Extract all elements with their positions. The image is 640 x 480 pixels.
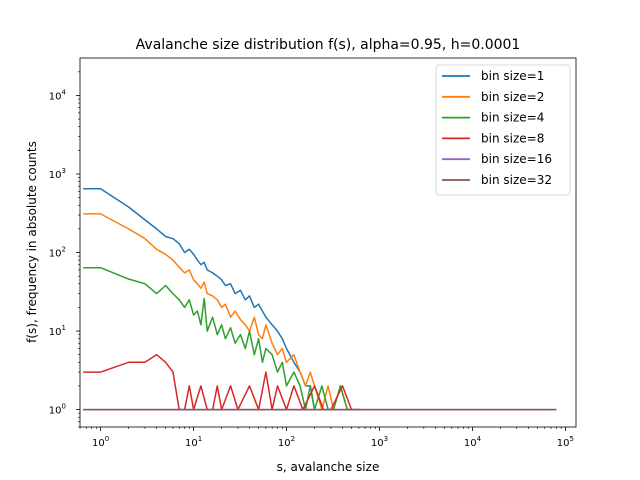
legend: bin size=1 bin size=2 bin size=4 bin size=8…: [435, 64, 571, 196]
legend-item-1: bin size=1: [442, 69, 544, 83]
x-tick-label: 104: [464, 435, 482, 449]
legend-item-3: bin size=4: [442, 111, 544, 125]
legend-item-6: bin size=32: [442, 173, 552, 187]
series-line-4: [83, 353, 359, 411]
legend-label: bin size=1: [481, 69, 544, 83]
legend-label: bin size=4: [481, 111, 544, 125]
y-axis-ticks: 100 101 102 103 104: [49, 71, 80, 428]
y-axis-label: f(s), frequency in absolute counts: [25, 141, 39, 343]
series-line-1: [83, 187, 316, 410]
y-tick-label: 102: [49, 246, 66, 260]
legend-item-4: bin size=8: [442, 131, 544, 145]
legend-label: bin size=16: [481, 152, 552, 166]
series-line-2: [83, 213, 359, 411]
x-tick-label: 102: [278, 435, 295, 449]
series-lines: [83, 187, 557, 411]
x-axis-ticks: 100 101 102 103 104 105: [79, 427, 574, 449]
y-tick-label: 101: [49, 324, 66, 338]
plot-frame: [79, 57, 577, 428]
x-tick-label: 103: [371, 435, 388, 449]
y-tick-label: 104: [49, 88, 67, 102]
legend-label: bin size=8: [481, 131, 544, 145]
series-line-3: [83, 266, 359, 411]
legend-label: bin size=32: [481, 173, 552, 187]
x-axis-label: s, avalanche size: [277, 460, 380, 474]
y-tick-label: 100: [49, 403, 66, 417]
x-tick-label: 101: [185, 435, 202, 449]
chart-title: Avalanche size distribution f(s), alpha=…: [136, 37, 521, 53]
legend-item-2: bin size=2: [442, 90, 544, 104]
x-tick-label: 105: [557, 435, 574, 449]
legend-item-5: bin size=16: [442, 152, 552, 166]
x-tick-label: 100: [92, 435, 109, 449]
y-tick-label: 103: [49, 167, 66, 181]
legend-label: bin size=2: [481, 90, 544, 104]
